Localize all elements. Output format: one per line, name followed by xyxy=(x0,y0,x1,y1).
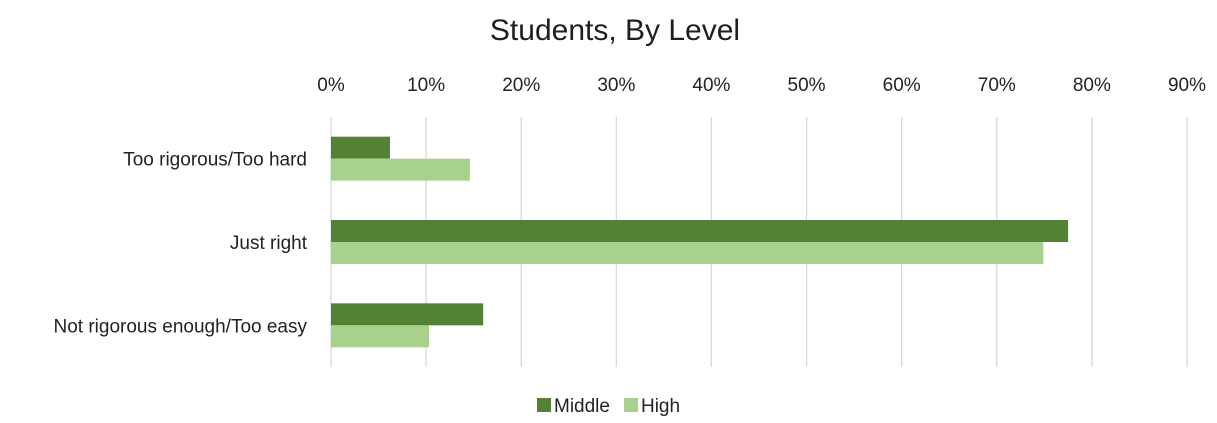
x-tick-label: 40% xyxy=(692,75,730,96)
x-tick-label: 70% xyxy=(978,75,1016,96)
legend-label-high: High xyxy=(641,396,680,417)
x-tick-label: 30% xyxy=(597,75,635,96)
legend-swatch-middle xyxy=(537,398,551,412)
legend-label-middle: Middle xyxy=(554,396,610,417)
category-labels: Too rigorous/Too hard Just right Not rigor… xyxy=(54,150,308,338)
bar-middle xyxy=(331,303,484,326)
bars xyxy=(331,136,1069,348)
x-tick-label: 20% xyxy=(502,75,540,96)
x-tick-label: 90% xyxy=(1168,75,1206,96)
x-tick-label: 0% xyxy=(317,75,345,96)
bar-high xyxy=(331,158,470,181)
category-label: Just right xyxy=(230,233,308,254)
bar-middle xyxy=(331,220,1069,242)
x-axis-tick-labels: 0% 10% 20% 30% 40% 50% 60% 70% 80% 90% xyxy=(317,75,1206,96)
category-label: Too rigorous/Too hard xyxy=(123,150,307,171)
x-tick-label: 50% xyxy=(788,75,826,96)
bar-middle xyxy=(331,136,390,159)
x-tick-label: 80% xyxy=(1073,75,1111,96)
category-label: Not rigorous enough/Too easy xyxy=(54,316,308,337)
x-tick-label: 10% xyxy=(407,75,445,96)
legend: Middle High xyxy=(537,396,680,417)
bar-high xyxy=(331,325,429,348)
legend-swatch-high xyxy=(623,398,638,412)
chart-title: Students, By Level xyxy=(490,14,740,47)
x-tick-label: 60% xyxy=(883,75,921,96)
bar-high xyxy=(331,242,1044,264)
